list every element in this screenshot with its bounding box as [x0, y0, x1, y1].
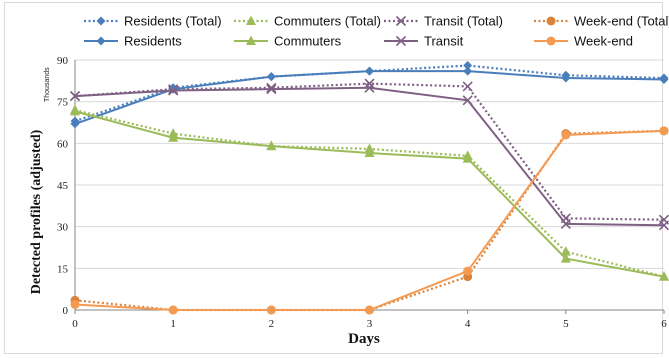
legend-marker — [246, 35, 256, 45]
data-point-week-end — [168, 305, 178, 315]
data-point-transit — [266, 84, 277, 95]
data-point-residents — [561, 73, 571, 83]
y-tick-label: 45 — [57, 180, 69, 192]
legend-item-week-end: Week-end — [534, 34, 633, 49]
data-point-transit — [69, 91, 81, 102]
data-point-week-end — [463, 266, 473, 276]
legend-item-residents-total: Residents (Total) — [84, 14, 222, 29]
data-point-commuters — [168, 132, 179, 142]
y-axis-label: Detected profiles (adjusted) — [29, 129, 44, 294]
legend-marker — [546, 36, 556, 46]
legend-label: Transit — [424, 34, 464, 49]
data-point-commuters — [462, 153, 473, 163]
legend-label: Residents (Total) — [124, 14, 222, 29]
legend-item-transit-total: Transit (Total) — [384, 14, 503, 29]
data-point-transit — [168, 85, 179, 96]
y-tick-label: 90 — [57, 55, 69, 67]
y-tick-label: 60 — [57, 138, 69, 150]
data-point-residents — [365, 66, 374, 76]
legend-marker — [546, 16, 556, 26]
data-point-commuters — [70, 105, 80, 116]
data-point-residents — [70, 119, 80, 129]
legend-label: Commuters (Total) — [274, 14, 381, 29]
legend-marker — [96, 16, 106, 26]
grid-lines — [75, 59, 664, 269]
data-point-week-end — [266, 305, 276, 315]
series-commuters-total — [70, 104, 669, 281]
series-line-week-end — [74, 129, 665, 311]
series-line-week-end-total — [74, 129, 665, 312]
series-transit — [69, 82, 669, 231]
legend-label: Residents — [124, 34, 182, 49]
x-tick-label: 3 — [367, 318, 373, 330]
x-tick-label: 0 — [72, 318, 78, 330]
x-axis-label: Days — [348, 331, 380, 347]
legend-item-residents: Residents — [84, 34, 182, 49]
legend-label: Week-end — [574, 34, 633, 49]
data-point-residents — [659, 74, 669, 84]
data-point-commuters — [560, 253, 571, 263]
data-point-week-end — [70, 299, 80, 309]
x-tick-label: 6 — [661, 318, 667, 330]
x-tick-label: 2 — [269, 318, 275, 330]
data-point-transit — [364, 82, 375, 93]
series-layer — [69, 61, 669, 315]
series-line-residents — [74, 70, 665, 125]
series-line-commuters — [74, 110, 665, 278]
data-point-commuters — [659, 271, 669, 281]
x-tick-label: 4 — [465, 318, 471, 330]
series-commuters — [70, 105, 669, 281]
y-tick-label: 15 — [57, 263, 69, 275]
y-unit-label: Thousands — [44, 67, 51, 102]
data-point-transit-total — [364, 78, 375, 89]
y-tick-label: 0 — [63, 305, 69, 317]
data-point-commuters — [364, 147, 375, 158]
chart-frame — [4, 2, 663, 354]
legend-item-week-end-total: Week-end (Total) — [534, 14, 669, 29]
legend-marker — [96, 36, 106, 46]
y-tick-label: 30 — [57, 222, 69, 234]
data-point-residents — [463, 66, 473, 76]
legend-label: Transit (Total) — [424, 14, 503, 29]
series-week-end — [70, 126, 669, 315]
data-point-transit — [462, 95, 473, 106]
legend-item-commuters: Commuters — [234, 34, 342, 49]
legend-marker — [246, 15, 256, 25]
legend-item-transit: Transit — [384, 34, 464, 49]
data-point-transit-total — [462, 81, 473, 92]
x-tick-label: 1 — [170, 318, 176, 330]
data-point-residents-total — [463, 61, 473, 71]
data-point-commuters-total — [560, 246, 571, 256]
x-tick-label: 5 — [563, 318, 569, 330]
data-point-week-end — [561, 130, 571, 140]
data-point-transit — [560, 218, 571, 229]
data-point-transit-total — [266, 82, 277, 93]
y-tick-label: 75 — [57, 97, 69, 109]
legend-label: Week-end (Total) — [574, 14, 669, 29]
series-residents — [70, 66, 669, 129]
legend-item-commuters-total: Commuters (Total) — [234, 14, 381, 29]
legend-marker — [395, 35, 407, 47]
legend-marker — [395, 15, 407, 27]
data-point-week-end — [659, 126, 669, 136]
data-point-week-end — [365, 305, 374, 315]
data-point-residents — [266, 72, 276, 82]
data-point-commuters — [266, 140, 277, 151]
legend: Residents (Total) Commuters (Total) Transi… — [84, 14, 669, 49]
data-point-transit — [658, 220, 669, 231]
legend-label: Commuters — [274, 34, 342, 49]
